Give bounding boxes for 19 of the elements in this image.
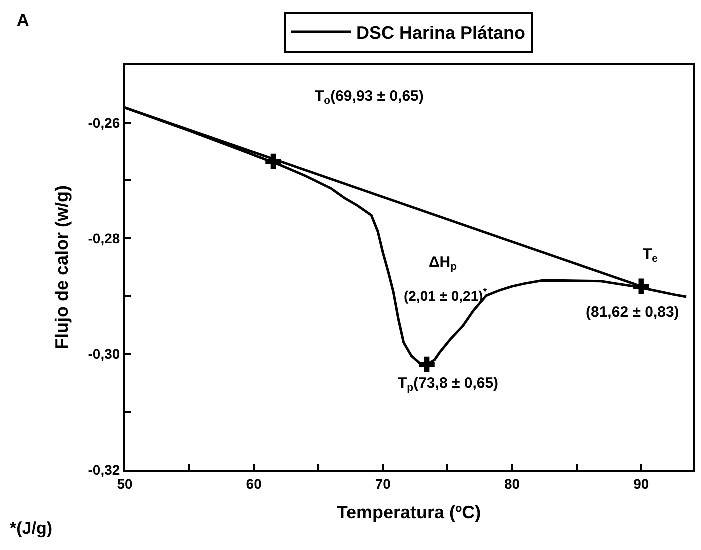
annotation: T$_{p}$(73,8 ± 0,65) (398, 375, 499, 394)
y-axis-title: Flujo de calor (w/g) (52, 185, 72, 350)
y-tick-label: -0,30 (88, 346, 120, 362)
x-tick-label: 60 (246, 476, 262, 492)
text: *(J/g) (10, 519, 52, 538)
x-tick-label: 50 (117, 476, 133, 492)
x-tick-label: 90 (634, 476, 650, 492)
text: A (17, 11, 30, 30)
legend-label: DSC Harina Plátano (356, 23, 526, 44)
x-tick-label: 70 (375, 476, 392, 492)
y-tick-label: -0,28 (88, 230, 120, 246)
annotation: T$_{o}$(69,93 ± 0,65) (315, 88, 424, 108)
annotation: (81,62 ± 0,83) (586, 304, 680, 321)
y-tick-label: -0,32 (88, 462, 120, 478)
annotation: ΔH$_{p}$ (429, 254, 458, 274)
y-tick-label: -0,26 (88, 114, 120, 131)
x-axis-title: Temperatura (ºC) (336, 502, 482, 522)
x-tick-label: 80 (504, 476, 520, 492)
annotation: T$_{e}$ (643, 246, 658, 266)
